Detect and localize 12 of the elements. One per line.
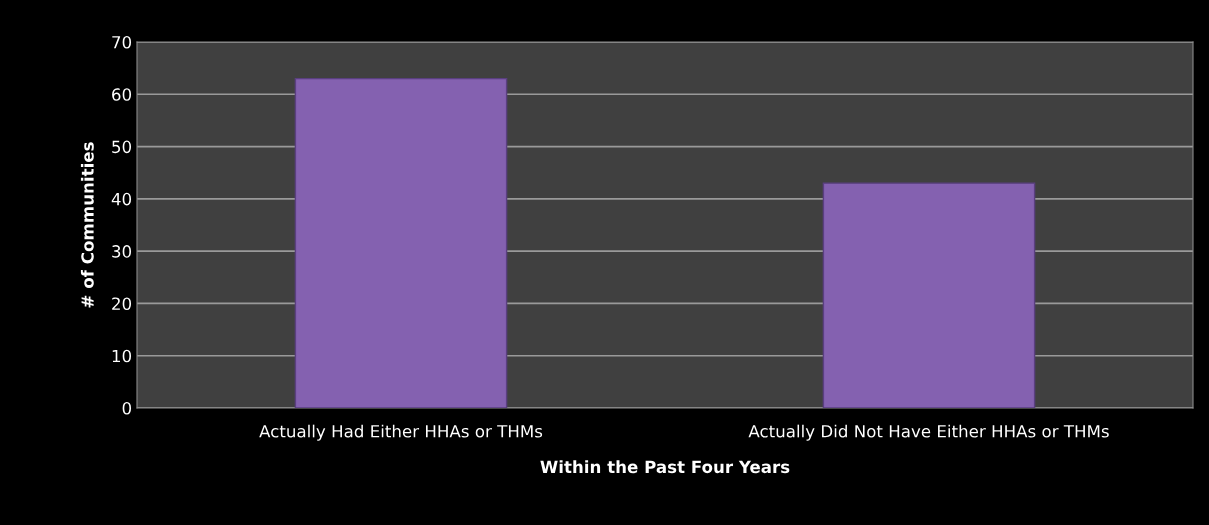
y-tick-label: 20	[112, 297, 132, 310]
y-tick-label: 0	[122, 401, 132, 415]
y-tick-label: 40	[111, 192, 132, 206]
y-axis-title: # of Communities	[80, 142, 94, 308]
x-tick-label: Actually Did Not Have Either HHAs or THMs	[748, 424, 1109, 441]
y-tick-label: 70	[112, 35, 132, 49]
y-tick-label: 10	[112, 349, 132, 363]
x-axis-title: Within the Past Four Years	[540, 460, 790, 474]
y-tick-label: 30	[112, 245, 132, 258]
y-tick-label: 60	[112, 88, 132, 101]
y-tick-label: 50	[112, 140, 132, 154]
x-tick-label: Actually Had Either HHAs or THMs	[259, 424, 543, 441]
